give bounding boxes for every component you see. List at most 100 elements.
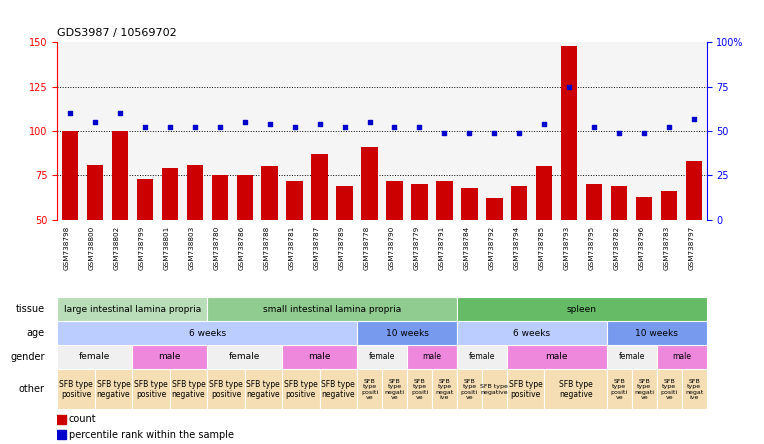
Text: gender: gender <box>10 352 45 362</box>
Bar <box>312 154 328 220</box>
Point <box>114 110 126 117</box>
Text: SFB
type
negat
ive: SFB type negat ive <box>685 379 704 400</box>
Bar <box>387 181 403 220</box>
Text: count: count <box>69 414 96 424</box>
Text: SFB
type
negat
ive: SFB type negat ive <box>435 379 454 400</box>
Bar <box>457 321 607 345</box>
Text: SFB type
negative: SFB type negative <box>247 380 280 399</box>
Bar <box>112 131 128 220</box>
Text: male: male <box>422 353 442 361</box>
Bar <box>261 166 278 220</box>
Bar <box>507 369 545 409</box>
Bar <box>686 161 702 220</box>
Point <box>463 129 475 136</box>
Text: female: female <box>229 353 261 361</box>
Bar <box>212 175 228 220</box>
Point <box>238 119 251 126</box>
Text: 6 weeks: 6 weeks <box>513 329 550 337</box>
Bar <box>432 369 457 409</box>
Point <box>63 110 76 117</box>
Point <box>488 129 500 136</box>
Text: SFB type
positive: SFB type positive <box>209 380 243 399</box>
Text: male: male <box>158 353 181 361</box>
Bar <box>86 165 103 220</box>
Bar <box>357 369 382 409</box>
Point <box>364 119 376 126</box>
Text: tissue: tissue <box>16 304 45 314</box>
Point <box>539 120 551 127</box>
Bar <box>361 147 377 220</box>
Bar <box>161 168 178 220</box>
Text: spleen: spleen <box>567 305 597 313</box>
Point <box>439 129 451 136</box>
Bar <box>657 345 707 369</box>
Text: SFB type
negative: SFB type negative <box>481 384 508 395</box>
Text: SFB
type
positi
ve: SFB type positi ve <box>661 379 678 400</box>
Bar <box>657 369 681 409</box>
Bar <box>336 186 353 220</box>
Point <box>163 124 176 131</box>
Point <box>513 129 526 136</box>
Bar <box>511 186 527 220</box>
Bar <box>57 297 207 321</box>
Text: female: female <box>619 353 645 361</box>
Bar <box>545 369 607 409</box>
Text: SFB type
positive: SFB type positive <box>59 380 93 399</box>
Bar <box>607 321 707 345</box>
Text: 10 weeks: 10 weeks <box>386 329 429 337</box>
Text: SFB type
negative: SFB type negative <box>96 380 131 399</box>
Bar <box>95 369 132 409</box>
Bar <box>681 369 707 409</box>
Text: percentile rank within the sample: percentile rank within the sample <box>69 429 234 440</box>
Text: 10 weeks: 10 weeks <box>636 329 678 337</box>
Bar <box>457 369 482 409</box>
Point <box>413 124 426 131</box>
Bar <box>436 181 452 220</box>
Text: SFB type
positive: SFB type positive <box>134 380 168 399</box>
Text: SFB type
negative: SFB type negative <box>322 380 355 399</box>
Text: SFB
type
positi
ve: SFB type positi ve <box>361 379 378 400</box>
Bar <box>207 297 457 321</box>
Text: SFB
type
negati
ve: SFB type negati ve <box>634 379 654 400</box>
Bar <box>319 369 357 409</box>
Bar <box>482 369 507 409</box>
Point <box>313 120 325 127</box>
Bar <box>407 369 432 409</box>
Point <box>688 115 701 122</box>
Text: SFB
type
positi
ve: SFB type positi ve <box>610 379 628 400</box>
Text: small intestinal lamina propria: small intestinal lamina propria <box>263 305 401 313</box>
Bar <box>586 184 603 220</box>
Bar <box>457 345 507 369</box>
Bar <box>357 321 457 345</box>
Text: other: other <box>19 385 45 394</box>
Bar <box>507 345 607 369</box>
Text: male: male <box>672 353 691 361</box>
Point <box>563 83 575 90</box>
Bar <box>611 186 627 220</box>
Bar <box>244 369 282 409</box>
Bar <box>282 345 357 369</box>
Point <box>214 124 226 131</box>
Bar <box>186 165 202 220</box>
Text: SFB
type
negati
ve: SFB type negati ve <box>384 379 404 400</box>
Text: female: female <box>469 353 495 361</box>
Point <box>89 119 101 126</box>
Bar <box>636 197 652 220</box>
Bar <box>207 345 282 369</box>
Text: SFB type
negative: SFB type negative <box>172 380 206 399</box>
Text: GDS3987 / 10569702: GDS3987 / 10569702 <box>57 28 177 38</box>
Bar <box>57 415 66 424</box>
Point <box>138 124 151 131</box>
Text: SFB
type
positi
ve: SFB type positi ve <box>461 379 478 400</box>
Bar <box>461 188 478 220</box>
Point <box>613 129 626 136</box>
Text: 6 weeks: 6 weeks <box>189 329 225 337</box>
Text: age: age <box>27 328 45 338</box>
Text: SFB type
negative: SFB type negative <box>558 380 592 399</box>
Point <box>189 124 201 131</box>
Text: female: female <box>369 353 395 361</box>
Text: male: male <box>545 353 568 361</box>
Point <box>663 124 675 131</box>
Point <box>638 129 650 136</box>
Point <box>289 124 301 131</box>
